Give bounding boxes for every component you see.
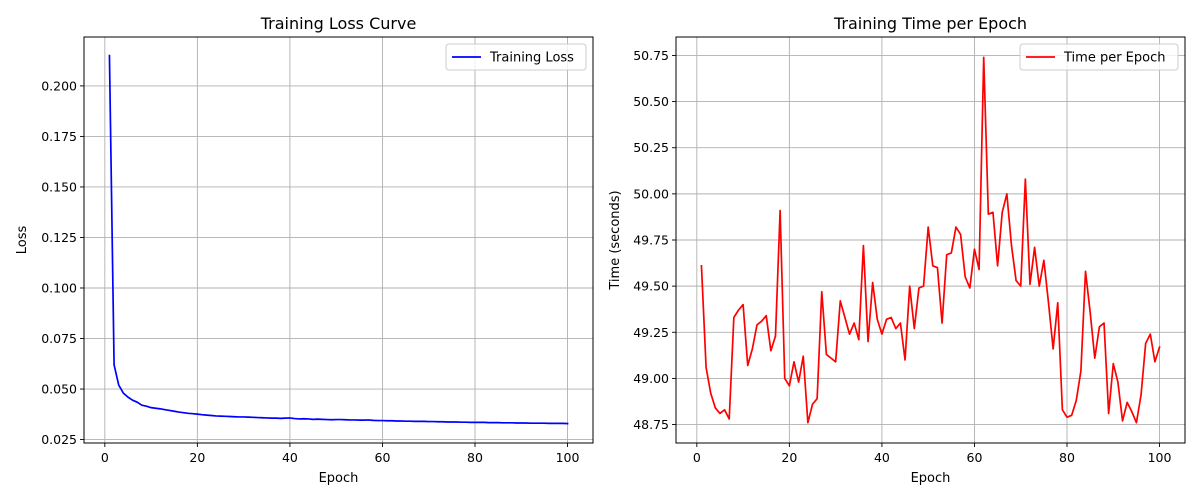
time-chart-y-tick-label: 49.75 xyxy=(633,233,669,248)
loss-chart-y-tick-label: 0.150 xyxy=(41,179,77,194)
loss-chart-ylabel: Loss xyxy=(15,226,30,255)
time-chart-y-tick-label: 50.75 xyxy=(633,48,669,63)
loss-chart-y-tick-label: 0.175 xyxy=(41,129,77,144)
loss-chart-ticks: 0 20 40 60 80 100 0.025 0.050 0.075 0.100 0.125 0.1… xyxy=(41,78,579,465)
loss-chart-series xyxy=(108,54,569,425)
time-chart-ticks: 0 20 40 60 80 100 48.75 49.00 49.25 49.50 49.75 50.… xyxy=(633,48,1171,465)
time-chart-plot-frame xyxy=(675,36,1186,444)
time-chart-legend-box xyxy=(1019,43,1179,71)
time-chart-y-tick-label: 50.00 xyxy=(633,186,669,201)
loss-chart-x-tick-label: 100 xyxy=(556,450,580,465)
loss-chart-grid xyxy=(84,37,593,443)
time-chart-x-tick-label: 40 xyxy=(874,450,890,465)
time-chart: Training Time per Epoch 0 20 40 60 80 100 48.7… xyxy=(608,14,1186,486)
time-chart-y-tick-label: 49.00 xyxy=(633,371,669,386)
time-chart-x-tick-label: 0 xyxy=(693,450,701,465)
loss-chart-x-tick-label: 20 xyxy=(189,450,205,465)
time-chart-y-tick-label: 50.25 xyxy=(633,140,669,155)
loss-chart-x-tick-label: 40 xyxy=(282,450,298,465)
loss-chart-legend-box xyxy=(445,43,587,71)
time-chart-y-tick-label: 48.75 xyxy=(633,417,669,432)
time-chart-title: Training Time per Epoch xyxy=(833,14,1027,33)
loss-chart-y-tick-label: 0.025 xyxy=(41,432,77,447)
time-chart-y-tick-label: 50.50 xyxy=(633,94,669,109)
loss-chart-x-tick-label: 80 xyxy=(467,450,483,465)
loss-chart-y-tick-label: 0.125 xyxy=(41,230,77,245)
loss-chart-xlabel: Epoch xyxy=(319,471,359,486)
time-chart-x-tick-label: 100 xyxy=(1148,450,1172,465)
time-chart-legend: Time per Epoch xyxy=(1019,43,1179,71)
time-chart-series xyxy=(700,56,1161,424)
time-chart-grid xyxy=(676,37,1185,443)
time-chart-ylabel: Time (seconds) xyxy=(608,190,623,290)
loss-chart-y-tick-label: 0.050 xyxy=(41,382,77,397)
loss-chart-x-tick-label: 0 xyxy=(101,450,109,465)
time-chart-x-tick-label: 60 xyxy=(967,450,983,465)
loss-chart-plot-frame xyxy=(83,36,594,444)
time-chart-y-tick-label: 49.25 xyxy=(633,325,669,340)
loss-chart-legend: Training Loss xyxy=(445,43,587,71)
loss-chart-legend-label: Training Loss xyxy=(489,51,574,66)
loss-chart-x-tick-label: 60 xyxy=(375,450,391,465)
time-chart-x-tick-label: 20 xyxy=(781,450,797,465)
loss-chart: Training Loss Curve 0 20 40 60 80 100 0.025 0.0… xyxy=(15,14,594,486)
loss-chart-y-tick-label: 0.200 xyxy=(41,78,77,93)
loss-chart-title: Training Loss Curve xyxy=(260,14,417,33)
loss-chart-series-line xyxy=(108,54,569,425)
time-chart-x-tick-label: 80 xyxy=(1059,450,1075,465)
time-chart-y-tick-label: 49.50 xyxy=(633,279,669,294)
time-chart-xlabel: Epoch xyxy=(911,471,951,486)
time-chart-series-line xyxy=(700,56,1161,424)
loss-chart-y-tick-label: 0.100 xyxy=(41,280,77,295)
time-chart-legend-label: Time per Epoch xyxy=(1063,51,1165,66)
loss-chart-y-tick-label: 0.075 xyxy=(41,331,77,346)
